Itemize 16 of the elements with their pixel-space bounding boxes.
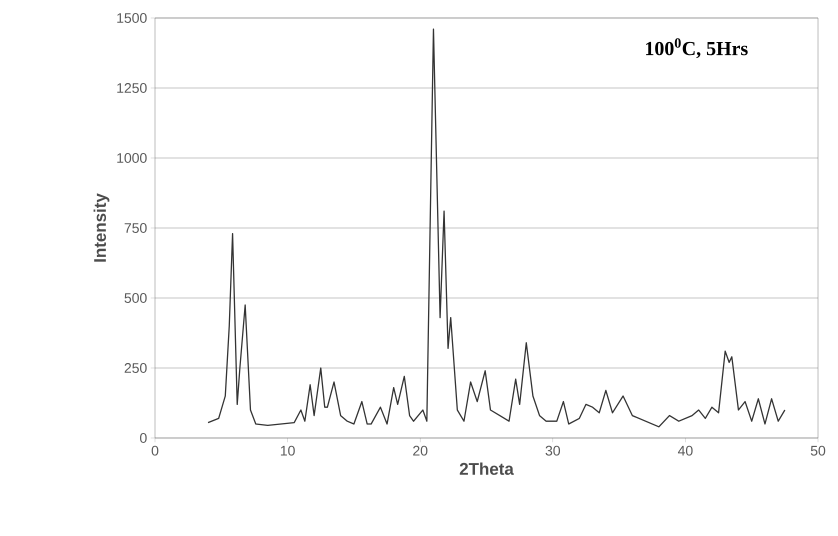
x-tick-label: 50 bbox=[810, 446, 826, 456]
y-tick-label: 1250 bbox=[117, 83, 147, 93]
x-tick-label: 30 bbox=[546, 446, 560, 456]
y-tick-label: 1000 bbox=[117, 153, 147, 163]
y-tick-label: 750 bbox=[124, 223, 147, 233]
x-tick-label: 20 bbox=[413, 446, 428, 456]
y-tick-label: 0 bbox=[140, 433, 147, 443]
x-tick-label: 10 bbox=[280, 446, 295, 456]
x-tick-label: 40 bbox=[678, 446, 693, 456]
y-tick-label: 250 bbox=[124, 363, 147, 373]
annotation: 100$^{0}$C, 5Hrs bbox=[646, 38, 748, 58]
x-tick-label: 0 bbox=[152, 446, 158, 456]
y-axis-title: Intensity bbox=[94, 193, 110, 262]
y-tick-label: 1500 bbox=[117, 13, 147, 23]
x-axis-title: 2Theta bbox=[460, 462, 514, 475]
y-tick-label: 500 bbox=[124, 293, 147, 303]
